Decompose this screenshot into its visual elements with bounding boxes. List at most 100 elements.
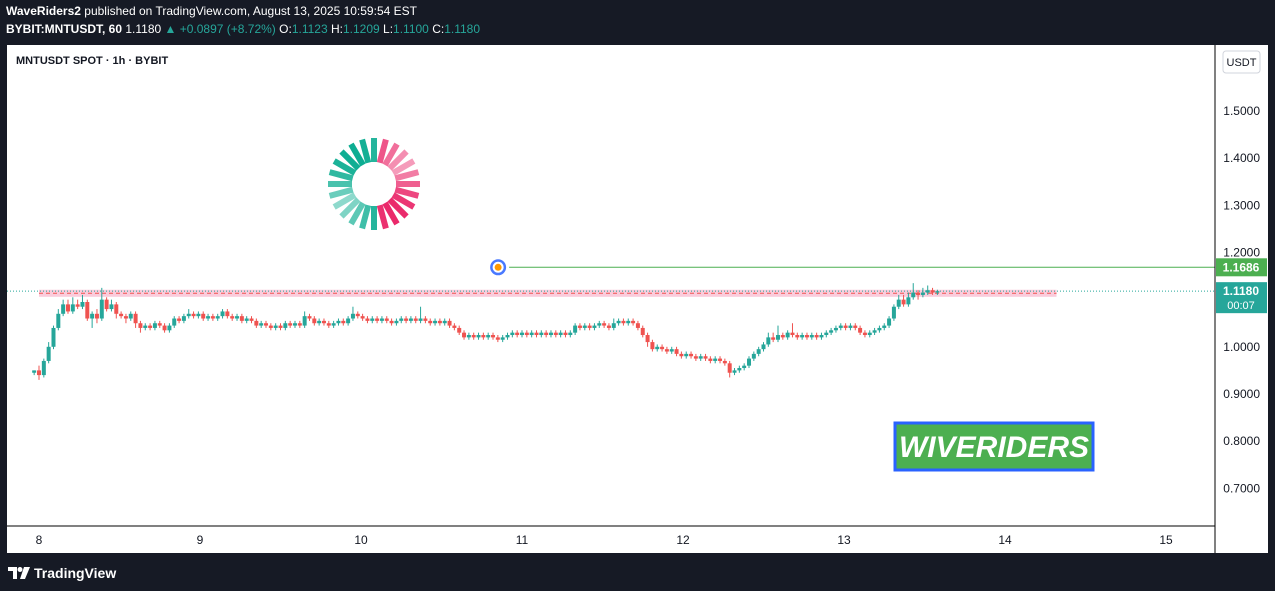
candle xyxy=(534,330,539,338)
candle xyxy=(645,332,650,347)
candle xyxy=(650,339,655,352)
candle-body xyxy=(877,327,882,331)
candle-body xyxy=(481,335,486,338)
price-chart[interactable]: WIVERIDERS USDT 0.7000 0.8000 0.9000 1.0000 1… xyxy=(7,45,1268,553)
candle-body xyxy=(206,316,211,319)
candle-body xyxy=(635,323,640,328)
candle-body xyxy=(259,323,264,326)
candle xyxy=(775,325,780,343)
candle-body xyxy=(239,316,244,321)
spinner-spoke xyxy=(394,169,420,182)
candle-body xyxy=(809,335,814,338)
x-tick-label: 14 xyxy=(998,533,1012,547)
candle-body xyxy=(568,332,573,336)
candle xyxy=(162,323,167,333)
candle-body xyxy=(389,320,394,324)
tradingview-logo[interactable]: TradingView xyxy=(8,565,116,581)
candle xyxy=(896,294,901,310)
candle-body xyxy=(210,316,215,319)
currency-label: USDT xyxy=(1227,57,1257,69)
candle xyxy=(495,335,500,343)
candle xyxy=(911,283,916,300)
candle xyxy=(577,323,582,331)
candle-body xyxy=(853,325,858,328)
candle-body xyxy=(433,320,438,324)
candle-body xyxy=(462,332,467,338)
candle-body xyxy=(882,325,887,328)
candle-body xyxy=(887,318,892,326)
candle-body xyxy=(780,335,785,338)
high-value: 1.1209 xyxy=(342,22,380,36)
candle-body xyxy=(553,332,558,336)
candle xyxy=(814,332,819,340)
candle-body xyxy=(790,332,795,336)
candle xyxy=(756,346,761,357)
author-name[interactable]: WaveRiders2 xyxy=(6,4,81,18)
candle-body xyxy=(626,320,631,324)
candle-body xyxy=(56,313,61,328)
candle-body xyxy=(529,332,534,336)
candle-body xyxy=(452,325,457,328)
target-icon xyxy=(490,259,507,276)
candle xyxy=(771,332,776,343)
candle xyxy=(500,335,505,343)
brand-badge-box xyxy=(893,421,1095,472)
high-label: H: xyxy=(330,22,343,36)
candle xyxy=(336,318,341,326)
candle-body xyxy=(650,342,655,350)
candle xyxy=(698,353,703,361)
candle xyxy=(259,320,264,328)
candle-body xyxy=(573,325,578,333)
candle xyxy=(85,299,90,321)
candle xyxy=(114,302,119,319)
close-label: C: xyxy=(432,22,445,36)
candle xyxy=(872,327,877,336)
candle-body xyxy=(177,318,182,321)
candle xyxy=(563,330,568,338)
candle-body xyxy=(906,297,911,305)
candle xyxy=(558,330,563,338)
y-tick-label: 0.8000 xyxy=(1223,434,1260,448)
spinner-spoke xyxy=(387,197,409,219)
candle xyxy=(747,356,752,369)
candle xyxy=(157,320,162,328)
candle-body xyxy=(312,318,317,324)
candle xyxy=(471,332,476,340)
candle xyxy=(167,323,172,333)
candle xyxy=(877,325,882,333)
candle-body xyxy=(264,323,269,326)
candle-body xyxy=(505,335,510,338)
candle-body xyxy=(85,302,90,319)
candle-body xyxy=(785,332,790,338)
candle xyxy=(181,313,186,324)
candle xyxy=(452,323,457,331)
candle-body xyxy=(167,325,172,331)
candle-body xyxy=(70,304,75,312)
spinner-spoke xyxy=(339,197,361,219)
x-tick-label: 13 xyxy=(837,533,851,547)
candle-body xyxy=(495,337,500,340)
brand-badge: WIVERIDERS xyxy=(893,421,1095,472)
candle xyxy=(718,356,723,364)
candle-body xyxy=(698,356,703,359)
candle-body xyxy=(689,353,694,357)
chart-frame: WIVERIDERS USDT 0.7000 0.8000 0.9000 1.0000 1… xyxy=(6,44,1269,554)
y-tick-label: 1.3000 xyxy=(1223,198,1260,212)
x-tick-label: 10 xyxy=(354,533,368,547)
candle-body xyxy=(718,358,723,361)
footer: TradingView xyxy=(0,554,1275,591)
candle xyxy=(423,316,428,324)
candle xyxy=(693,353,698,361)
candle-body xyxy=(172,318,177,326)
candle xyxy=(785,330,790,340)
candle-body xyxy=(94,313,99,319)
candle xyxy=(611,318,616,331)
candle-body xyxy=(413,318,418,321)
candle-body xyxy=(558,332,563,336)
candle-body xyxy=(230,316,235,319)
candle-body xyxy=(148,325,153,328)
candle xyxy=(230,313,235,321)
candle xyxy=(123,313,128,324)
candle-body xyxy=(524,332,529,336)
candle-body xyxy=(394,320,399,324)
